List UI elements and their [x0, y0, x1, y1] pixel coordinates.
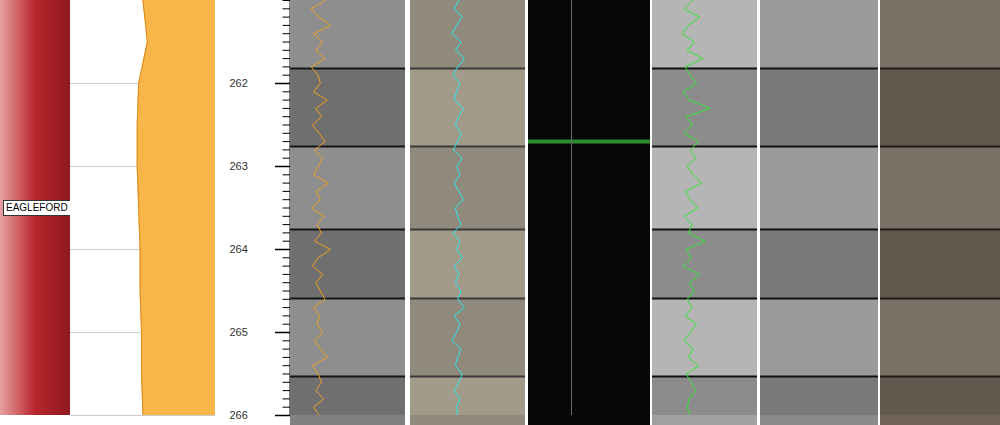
- svg-text:264: 264: [230, 243, 248, 255]
- svg-text:263: 263: [230, 160, 248, 172]
- html-text:EAGLEFORD: EAGLEFORD: [6, 201, 68, 213]
- svg-text:266: 266: [230, 409, 248, 421]
- svg-text:265: 265: [230, 326, 248, 338]
- svg-text:262: 262: [230, 77, 248, 89]
